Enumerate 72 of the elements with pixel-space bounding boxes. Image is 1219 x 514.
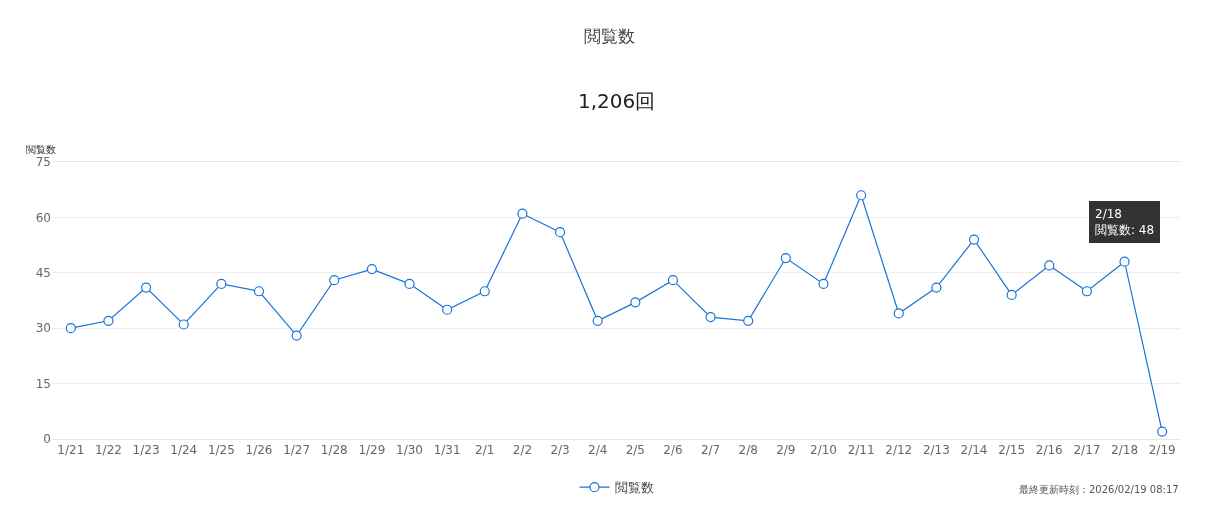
y-tick-label: 30 (35, 321, 51, 336)
point (856, 190, 867, 201)
point (253, 286, 265, 297)
x-tick-label: 2/12 (885, 443, 913, 458)
point (140, 282, 152, 293)
x-tick-label: 1/30 (396, 443, 423, 458)
point (216, 278, 227, 289)
chart-title: 閲覧数 (584, 25, 635, 46)
x-tick-label: 1/25 (207, 443, 235, 458)
point (291, 330, 302, 341)
chart-subtitle: 1,206回 (578, 89, 656, 113)
y-tick-label: 45 (35, 266, 51, 280)
x-tick-label: 2/16 (1035, 443, 1063, 458)
x-tick-label: 2/4 (588, 443, 608, 458)
point (931, 282, 942, 293)
x-tick-label: 2/19 (1148, 443, 1176, 458)
x-tick-label: 2/3 (550, 443, 570, 458)
point (65, 323, 76, 334)
point (1157, 426, 1168, 437)
point (1006, 289, 1017, 301)
x-tick-label: 2/14 (960, 443, 988, 458)
point (404, 278, 415, 289)
point (1081, 286, 1093, 297)
y-tick-label: 75 (35, 155, 51, 170)
x-tick-label: 2/7 (700, 443, 721, 458)
point (366, 264, 377, 275)
x-tick-label: 2/11 (847, 443, 875, 458)
annotation: 2/18 閲覧数: 48 (1095, 207, 1155, 237)
x-tick-label: 1/24 (170, 443, 198, 458)
y-tick-label: 15 (35, 376, 51, 391)
y-tick-label: 60 (35, 210, 51, 225)
legend-label: 閲覧数 (614, 480, 654, 496)
point (968, 234, 980, 245)
x-tick-label: 1/27 (283, 443, 311, 458)
point (630, 297, 641, 308)
point (103, 315, 114, 326)
point (743, 315, 754, 326)
point (592, 315, 603, 326)
x-tick-label: 2/13 (922, 443, 950, 458)
x-tick-label: 1/31 (433, 443, 461, 458)
point (667, 275, 679, 286)
point (1044, 260, 1055, 271)
y-axis-title: 閲覧数 (26, 144, 56, 155)
text: 最終更新時刻：2026/02/19 08:17 (1019, 484, 1179, 495)
x-tick-label: 1/21 (57, 443, 85, 458)
point (780, 252, 791, 264)
point (178, 319, 189, 330)
x-tick-label: 2/18 (1111, 443, 1139, 458)
x-tick-label: 2/8 (738, 443, 758, 458)
x-tick-label: 2/2 (512, 443, 533, 458)
point (818, 278, 829, 289)
x-tick-label: 2/15 (998, 443, 1026, 458)
point (554, 227, 566, 238)
x-tick-label: 2/10 (810, 443, 837, 458)
x-tick-label: 2/17 (1073, 443, 1101, 458)
point (442, 304, 453, 315)
point (517, 208, 528, 219)
point (705, 312, 716, 323)
x-tick-label: 2/6 (663, 443, 683, 458)
x-tick-label: 2/1 (475, 443, 495, 458)
point (893, 308, 904, 319)
point (329, 275, 340, 286)
x-tick-label: 1/29 (358, 443, 386, 458)
x-tick-label: 1/23 (132, 443, 160, 458)
x-tick-label: 1/26 (245, 443, 273, 458)
x-tick-label: 1/28 (320, 443, 348, 458)
point (1119, 256, 1130, 267)
y-tick-label: 0 (43, 432, 51, 447)
point (479, 286, 490, 297)
x-tick-label: 2/5 (625, 443, 645, 458)
x-tick-label: 1/22 (94, 443, 122, 458)
x-tick-label: 2/9 (776, 443, 796, 458)
